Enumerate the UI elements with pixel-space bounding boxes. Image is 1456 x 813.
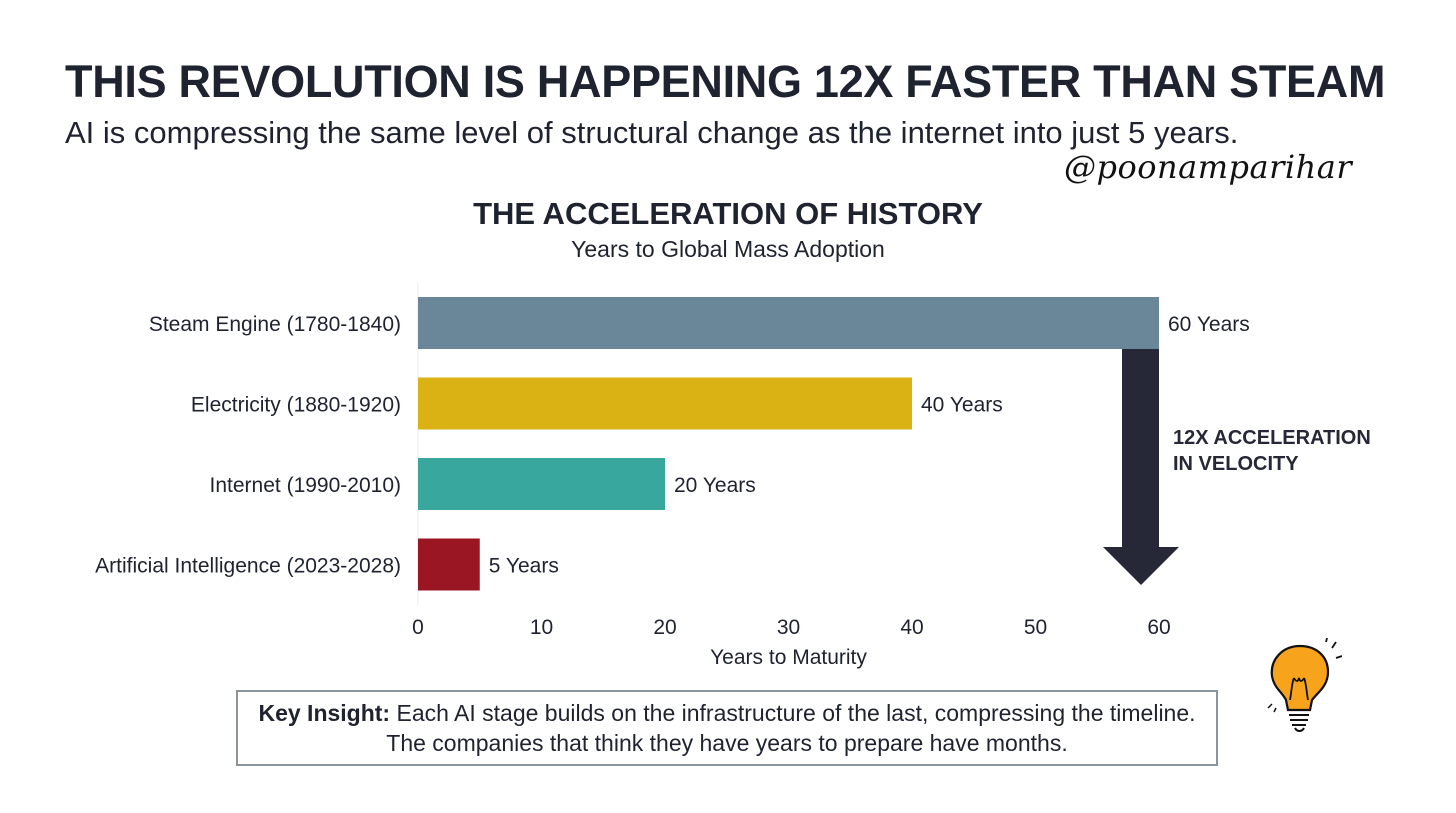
category-label: Internet (1990-2010) — [210, 474, 401, 497]
data-label: 60 Years — [1168, 313, 1250, 336]
category-label: Steam Engine (1780-1840) — [149, 313, 401, 336]
x-tick-label: 60 — [1147, 616, 1170, 639]
category-label: Artificial Intelligence (2023-2028) — [95, 555, 401, 578]
x-tick-label: 10 — [530, 616, 553, 639]
headline: THIS REVOLUTION IS HAPPENING 12X FASTER … — [65, 56, 1386, 107]
annotation-text: IN VELOCITY — [1173, 453, 1299, 475]
bar — [418, 297, 1159, 349]
bar — [418, 377, 912, 430]
key-insight-label: Key Insight: — [258, 700, 391, 726]
data-label: 40 Years — [921, 394, 1003, 417]
chart-title: THE ACCELERATION OF HISTORY — [473, 196, 983, 231]
data-label: 5 Years — [489, 555, 559, 578]
x-tick-label: 30 — [777, 616, 800, 639]
x-tick-label: 50 — [1024, 616, 1047, 639]
key-insight-box: Key Insight: Each AI stage builds on the… — [236, 690, 1218, 766]
bar — [418, 538, 480, 591]
annotation-text: 12X ACCELERATION — [1173, 427, 1371, 449]
chart-subtitle: Years to Global Mass Adoption — [571, 236, 885, 262]
acceleration-arrow — [1103, 349, 1179, 585]
bar — [418, 458, 665, 510]
category-label: Electricity (1880-1920) — [191, 394, 401, 417]
x-tick-label: 0 — [412, 616, 424, 639]
subheadline: AI is compressing the same level of stru… — [65, 115, 1239, 150]
author-handle: @poonamparihar — [1064, 148, 1353, 186]
key-insight-body: Each AI stage builds on the infrastructu… — [386, 700, 1196, 756]
x-tick-label: 40 — [900, 616, 923, 639]
data-label: 20 Years — [674, 474, 756, 497]
key-insight-text: Key Insight: Each AI stage builds on the… — [256, 698, 1198, 758]
x-axis-label: Years to Maturity — [710, 646, 867, 669]
lightbulb-icon — [1267, 638, 1342, 732]
x-tick-label: 20 — [653, 616, 676, 639]
